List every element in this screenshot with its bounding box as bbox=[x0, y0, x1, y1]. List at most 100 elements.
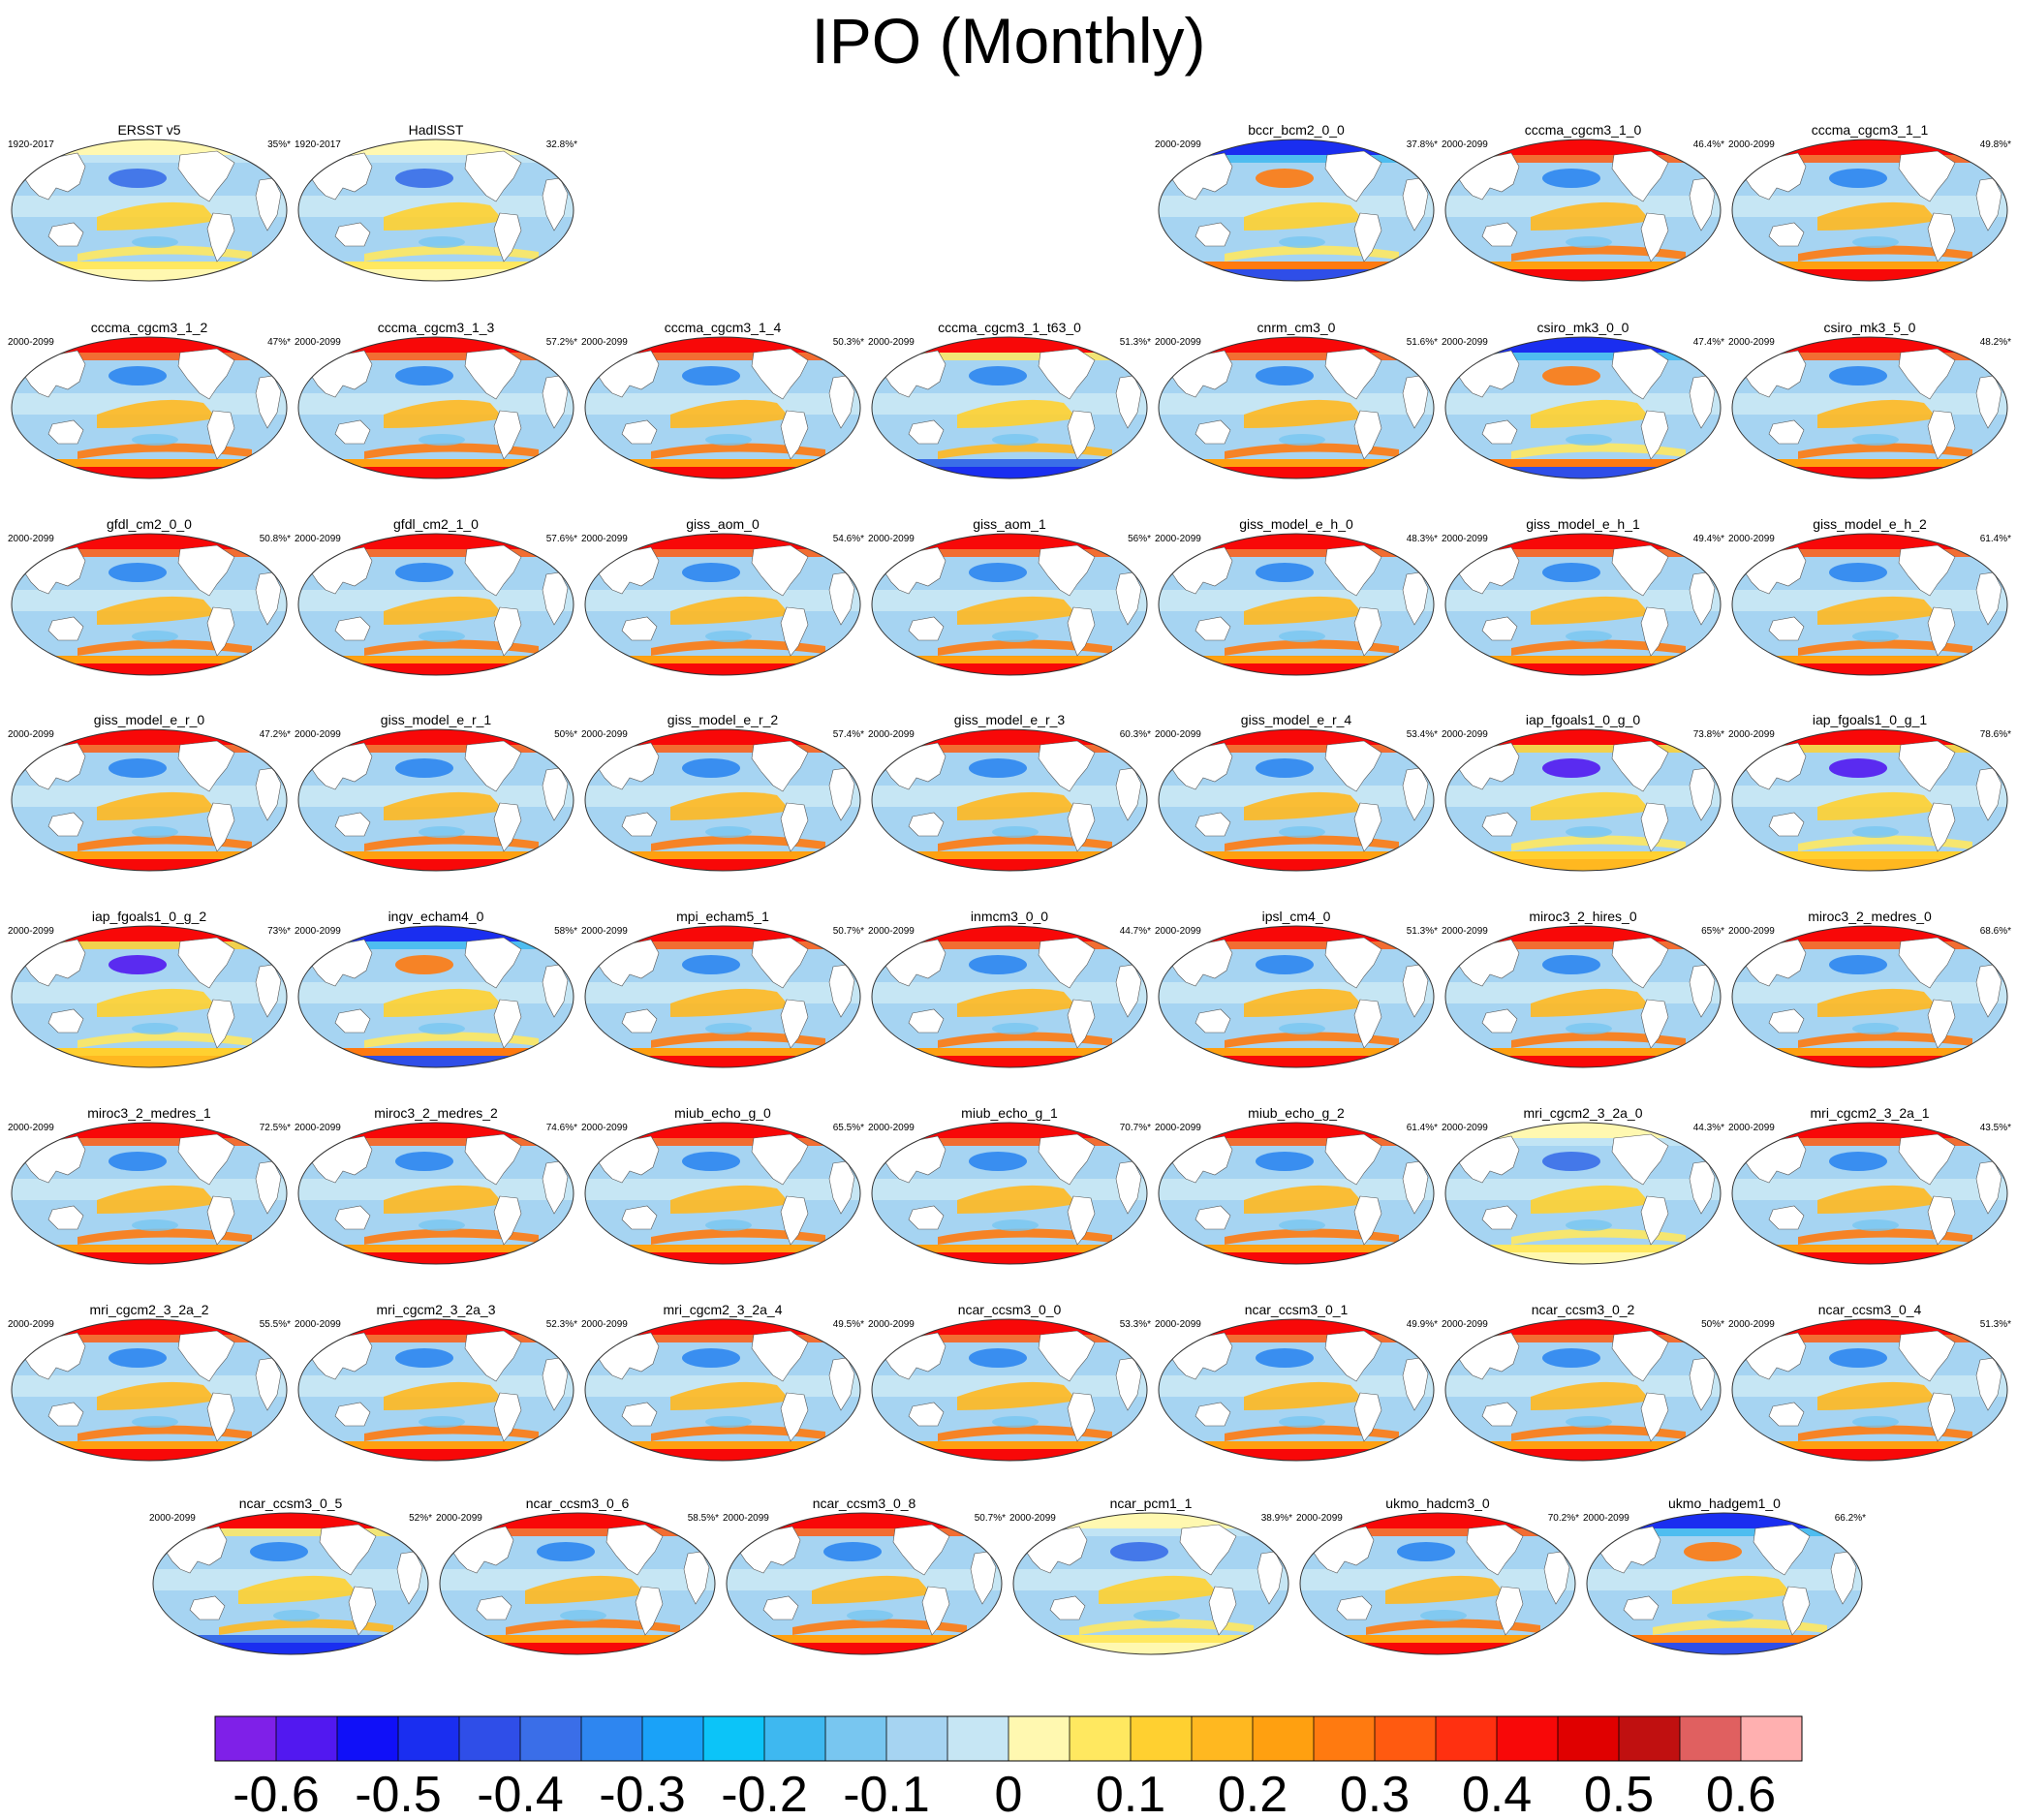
map-panel: inmcm3_0_0 2000-2099 44.7%* bbox=[868, 909, 1151, 1069]
panel-variance-pct: 47%* bbox=[267, 337, 291, 348]
map-border bbox=[1444, 925, 1722, 1068]
southern-ocean-inner bbox=[872, 459, 1147, 469]
arctic-edge bbox=[1159, 549, 1434, 557]
arctic-band bbox=[1445, 926, 1721, 941]
land-mass bbox=[1208, 1586, 1237, 1636]
arctic-edge bbox=[1732, 155, 2007, 163]
arctic-edge bbox=[1159, 353, 1434, 360]
land-mass bbox=[334, 419, 371, 445]
north-pacific-anomaly bbox=[1256, 169, 1314, 188]
panel-title: miroc3_2_hires_0 bbox=[1529, 909, 1637, 924]
panel-title: mri_cgcm2_3_2a_1 bbox=[1810, 1105, 1930, 1121]
arctic-edge bbox=[1445, 1138, 1721, 1146]
land-mass bbox=[1768, 222, 1805, 247]
ipo-map bbox=[1158, 336, 1435, 479]
panel-years: 2000-2099 bbox=[1728, 534, 1775, 544]
north-pacific-anomaly bbox=[1542, 1348, 1600, 1368]
land-mass bbox=[493, 1195, 522, 1246]
arctic-band bbox=[585, 337, 860, 353]
ipo-map bbox=[584, 728, 861, 872]
land-mass bbox=[1324, 1330, 1382, 1382]
southern-ocean-inner bbox=[12, 1048, 287, 1058]
land-mass bbox=[1768, 616, 1805, 641]
southern-ocean-inner bbox=[1159, 656, 1434, 665]
panel-years: 2000-2099 bbox=[1442, 729, 1488, 740]
panel-variance-pct: 56%* bbox=[1128, 534, 1151, 544]
panel-years: 2000-2099 bbox=[581, 337, 628, 348]
panel-years: 2000-2099 bbox=[1155, 729, 1201, 740]
panel-variance-pct: 50.7%* bbox=[832, 926, 864, 937]
land-mass bbox=[751, 1330, 809, 1382]
ipo-map bbox=[11, 1318, 288, 1462]
panel-variance-pct: 47.4%* bbox=[1692, 337, 1724, 348]
southern-ocean-inner bbox=[585, 656, 860, 665]
land-mass bbox=[621, 1205, 658, 1230]
ipo-map bbox=[439, 1512, 716, 1655]
land-mass bbox=[1353, 1195, 1382, 1246]
panel-title: iap_fgoals1_0_g_0 bbox=[1525, 712, 1641, 727]
map-panel: cccma_cgcm3_1_1 2000-2099 49.8%* bbox=[1728, 122, 2011, 283]
map-border bbox=[11, 728, 288, 872]
panel-variance-pct: 55.5%* bbox=[259, 1319, 291, 1330]
panel-years: 2000-2099 bbox=[8, 729, 54, 740]
land-mass bbox=[177, 544, 235, 597]
land-mass bbox=[493, 999, 522, 1049]
ipo-map bbox=[1158, 139, 1435, 282]
tropical-pacific-anomaly bbox=[1817, 596, 1938, 625]
map-panel: miub_echo_g_1 2000-2099 70.7%* bbox=[868, 1105, 1151, 1266]
arctic-edge bbox=[1159, 1138, 1434, 1146]
southern-ocean-inner bbox=[585, 459, 860, 469]
land-mass bbox=[1195, 1402, 1231, 1427]
map-panel: mri_cgcm2_3_2a_4 2000-2099 49.5%* bbox=[581, 1302, 864, 1463]
tropical-pacific-anomaly bbox=[1817, 988, 1938, 1017]
arctic-edge bbox=[12, 155, 287, 163]
arctic-edge bbox=[1587, 1528, 1862, 1536]
map-border bbox=[1158, 336, 1435, 479]
arctic-band bbox=[872, 337, 1147, 353]
south-pacific-anomaly bbox=[1566, 1219, 1612, 1231]
land-mass bbox=[1067, 1392, 1096, 1442]
land-mass bbox=[22, 1135, 86, 1184]
colorbar-tick-label: -0.4 bbox=[477, 1767, 564, 1820]
land-mass bbox=[780, 1195, 809, 1246]
ipo-map bbox=[1444, 139, 1722, 282]
land-mass bbox=[1456, 1135, 1520, 1184]
ipo-map bbox=[584, 533, 861, 676]
map-border bbox=[871, 728, 1148, 872]
map-panel: csiro_mk3_0_0 2000-2099 47.4%* bbox=[1442, 320, 1724, 480]
panel-variance-pct: 57.6%* bbox=[545, 534, 577, 544]
colorbar-swatch bbox=[703, 1716, 765, 1761]
map-panel: giss_model_e_r_0 2000-2099 47.2%* bbox=[8, 712, 291, 873]
panel-variance-pct: 60.3%* bbox=[1119, 729, 1151, 740]
ipo-map bbox=[871, 1318, 1148, 1462]
land-mass bbox=[1898, 348, 1956, 400]
map-panel: ukmo_hadcm3_0 2000-2099 70.2%* bbox=[1296, 1496, 1579, 1656]
colorbar-swatch bbox=[886, 1716, 948, 1761]
arctic-band bbox=[1732, 1319, 2007, 1335]
panel-title: cccma_cgcm3_1_1 bbox=[1811, 122, 1929, 138]
map-border bbox=[1444, 336, 1722, 479]
map-border bbox=[297, 533, 574, 676]
arctic-band bbox=[12, 1319, 287, 1335]
panel-variance-pct: 53.4%* bbox=[1406, 729, 1438, 740]
arctic-band bbox=[585, 1123, 860, 1138]
panel-title: giss_model_e_h_0 bbox=[1239, 516, 1353, 532]
panel-title: ncar_pcm1_1 bbox=[1109, 1496, 1193, 1511]
land-mass bbox=[1768, 1402, 1805, 1427]
colorbar-swatch bbox=[276, 1716, 338, 1761]
land-mass bbox=[596, 350, 660, 398]
southern-band bbox=[651, 639, 825, 656]
tropical-pacific-anomaly bbox=[1244, 988, 1364, 1017]
land-mass bbox=[1038, 740, 1096, 792]
arctic-edge bbox=[12, 745, 287, 753]
panel-variance-pct: 53.3%* bbox=[1119, 1319, 1151, 1330]
southern-band bbox=[1798, 443, 1972, 459]
land-mass bbox=[464, 1330, 522, 1382]
colorbar-swatch bbox=[1008, 1716, 1071, 1761]
north-pacific-anomaly bbox=[1829, 1152, 1887, 1171]
land-mass bbox=[1611, 150, 1669, 202]
land-mass bbox=[1179, 1524, 1237, 1576]
north-pacific-anomaly bbox=[1829, 563, 1887, 582]
panel-title: HadISST bbox=[408, 122, 464, 138]
south-pacific-anomaly bbox=[1279, 826, 1325, 838]
